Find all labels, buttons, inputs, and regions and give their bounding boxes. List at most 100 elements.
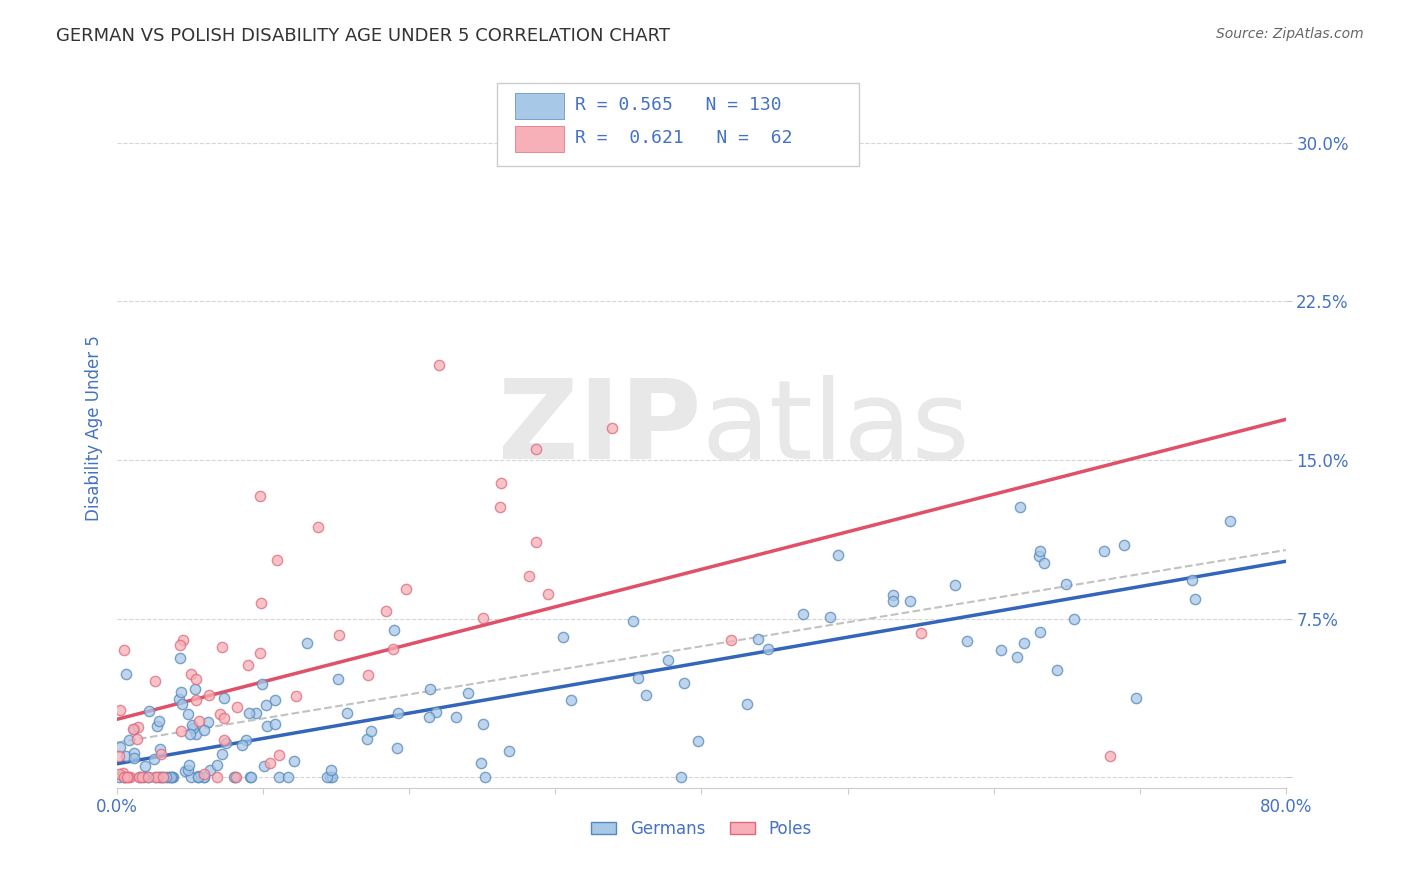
Point — [1181, 573, 1204, 587]
Point — [208, 706, 231, 721]
Point — [172, 632, 194, 647]
Point — [180, 717, 202, 731]
Point — [444, 710, 467, 724]
Point — [1054, 576, 1077, 591]
Point — [148, 714, 170, 728]
Point — [1112, 538, 1135, 552]
Point — [1184, 592, 1206, 607]
Text: R = 0.565   N = 130: R = 0.565 N = 130 — [575, 96, 782, 114]
Point — [1032, 556, 1054, 570]
Point — [524, 442, 547, 456]
Point — [184, 682, 207, 697]
Point — [328, 628, 350, 642]
Point — [1014, 636, 1036, 650]
Point — [179, 727, 201, 741]
Point — [254, 698, 277, 712]
Point — [150, 770, 173, 784]
Point — [128, 770, 150, 784]
Point — [177, 758, 200, 772]
Point — [387, 740, 409, 755]
Point — [256, 719, 278, 733]
Point — [249, 489, 271, 503]
Point — [211, 640, 233, 654]
Point — [173, 764, 195, 778]
Point — [197, 714, 219, 729]
Point — [143, 770, 166, 784]
Point — [215, 736, 238, 750]
Point — [498, 744, 520, 758]
Point — [382, 623, 405, 637]
Point — [118, 770, 141, 784]
Point — [1219, 514, 1241, 528]
Point — [162, 770, 184, 784]
Point — [211, 747, 233, 761]
Point — [235, 733, 257, 747]
Point — [882, 594, 904, 608]
Point — [356, 731, 378, 746]
Point — [489, 476, 512, 491]
Point — [193, 723, 215, 738]
Point — [321, 770, 343, 784]
Point — [169, 691, 191, 706]
Point — [264, 717, 287, 731]
Point — [115, 748, 138, 763]
Point — [283, 755, 305, 769]
Point — [898, 594, 921, 608]
Point — [224, 770, 246, 784]
Point — [152, 770, 174, 784]
Point — [180, 770, 202, 784]
Point — [537, 587, 560, 601]
Point — [212, 733, 235, 747]
FancyBboxPatch shape — [515, 126, 564, 152]
Point — [307, 519, 329, 533]
Point — [1099, 749, 1122, 764]
Point — [321, 763, 343, 777]
Point — [245, 706, 267, 720]
Point — [1046, 663, 1069, 677]
Point — [148, 770, 170, 784]
Point — [375, 604, 398, 618]
Point — [943, 578, 966, 592]
Point — [1029, 544, 1052, 558]
Y-axis label: Disability Age Under 5: Disability Age Under 5 — [86, 335, 103, 521]
Point — [395, 582, 418, 596]
Point — [115, 667, 138, 681]
Point — [149, 742, 172, 756]
Text: atlas: atlas — [702, 375, 970, 482]
Point — [231, 738, 253, 752]
Point — [1010, 500, 1032, 515]
Point — [110, 703, 132, 717]
Point — [827, 548, 849, 562]
Point — [326, 672, 349, 686]
Point — [657, 653, 679, 667]
Point — [143, 674, 166, 689]
Text: GERMAN VS POLISH DISABILITY AGE UNDER 5 CORRELATION CHART: GERMAN VS POLISH DISABILITY AGE UNDER 5 … — [56, 27, 671, 45]
Point — [107, 767, 129, 781]
Point — [112, 765, 135, 780]
Point — [239, 770, 262, 784]
Point — [184, 727, 207, 741]
Point — [259, 756, 281, 770]
Point — [249, 646, 271, 660]
Point — [427, 358, 450, 372]
Point — [125, 731, 148, 746]
Point — [169, 638, 191, 652]
Point — [524, 534, 547, 549]
Point — [1063, 612, 1085, 626]
Point — [818, 609, 841, 624]
Point — [149, 747, 172, 761]
Point — [193, 770, 215, 784]
Point — [226, 699, 249, 714]
Point — [264, 693, 287, 707]
Point — [170, 685, 193, 699]
Point — [124, 750, 146, 764]
Point — [169, 651, 191, 665]
Point — [180, 667, 202, 681]
Point — [131, 770, 153, 784]
Point — [267, 748, 290, 763]
Point — [198, 764, 221, 778]
Point — [176, 763, 198, 777]
Point — [553, 630, 575, 644]
Text: Source: ZipAtlas.com: Source: ZipAtlas.com — [1216, 27, 1364, 41]
Point — [132, 770, 155, 784]
